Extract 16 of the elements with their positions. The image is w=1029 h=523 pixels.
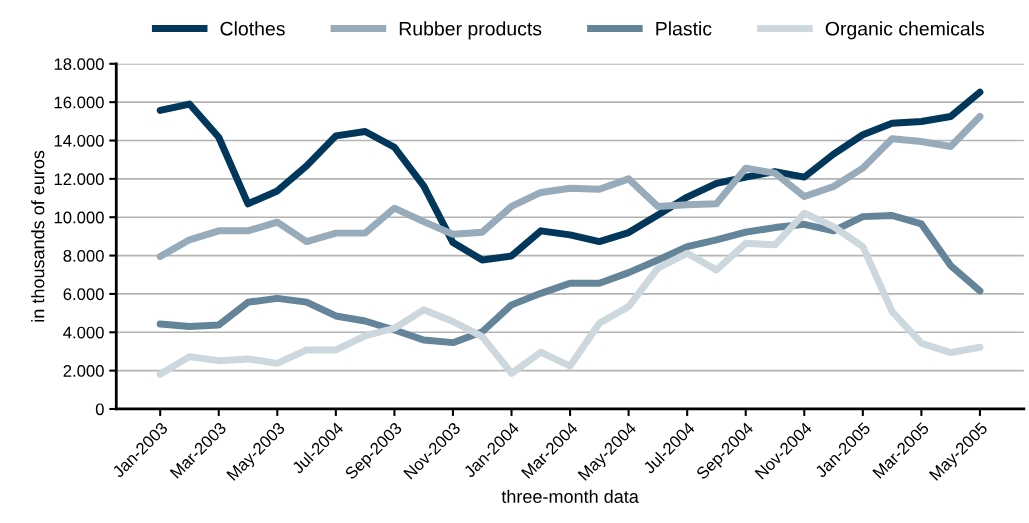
y-tick-label: 2.000: [63, 365, 104, 377]
legend-label: Clothes: [220, 21, 285, 36]
y-tick-label: 16.000: [54, 96, 104, 109]
y-tick-label: 18.000: [54, 58, 104, 71]
y-tick-label: 0: [95, 403, 104, 416]
legend-label: Rubber products: [399, 21, 542, 40]
y-tick-label: 14.000: [54, 134, 104, 147]
legend-label: Organic chemicals: [825, 21, 985, 40]
y-axis-title: in thousands of euros: [31, 150, 45, 322]
y-tick-label: 10.000: [54, 211, 104, 224]
y-tick-label: 12.000: [54, 173, 104, 186]
y-tick-label: 6.000: [63, 288, 104, 301]
y-tick-label: 8.000: [63, 249, 104, 262]
legend-label: Plastic: [656, 21, 712, 36]
y-tick-label: 4.000: [63, 326, 104, 339]
x-axis-title: three-month data: [501, 489, 639, 503]
